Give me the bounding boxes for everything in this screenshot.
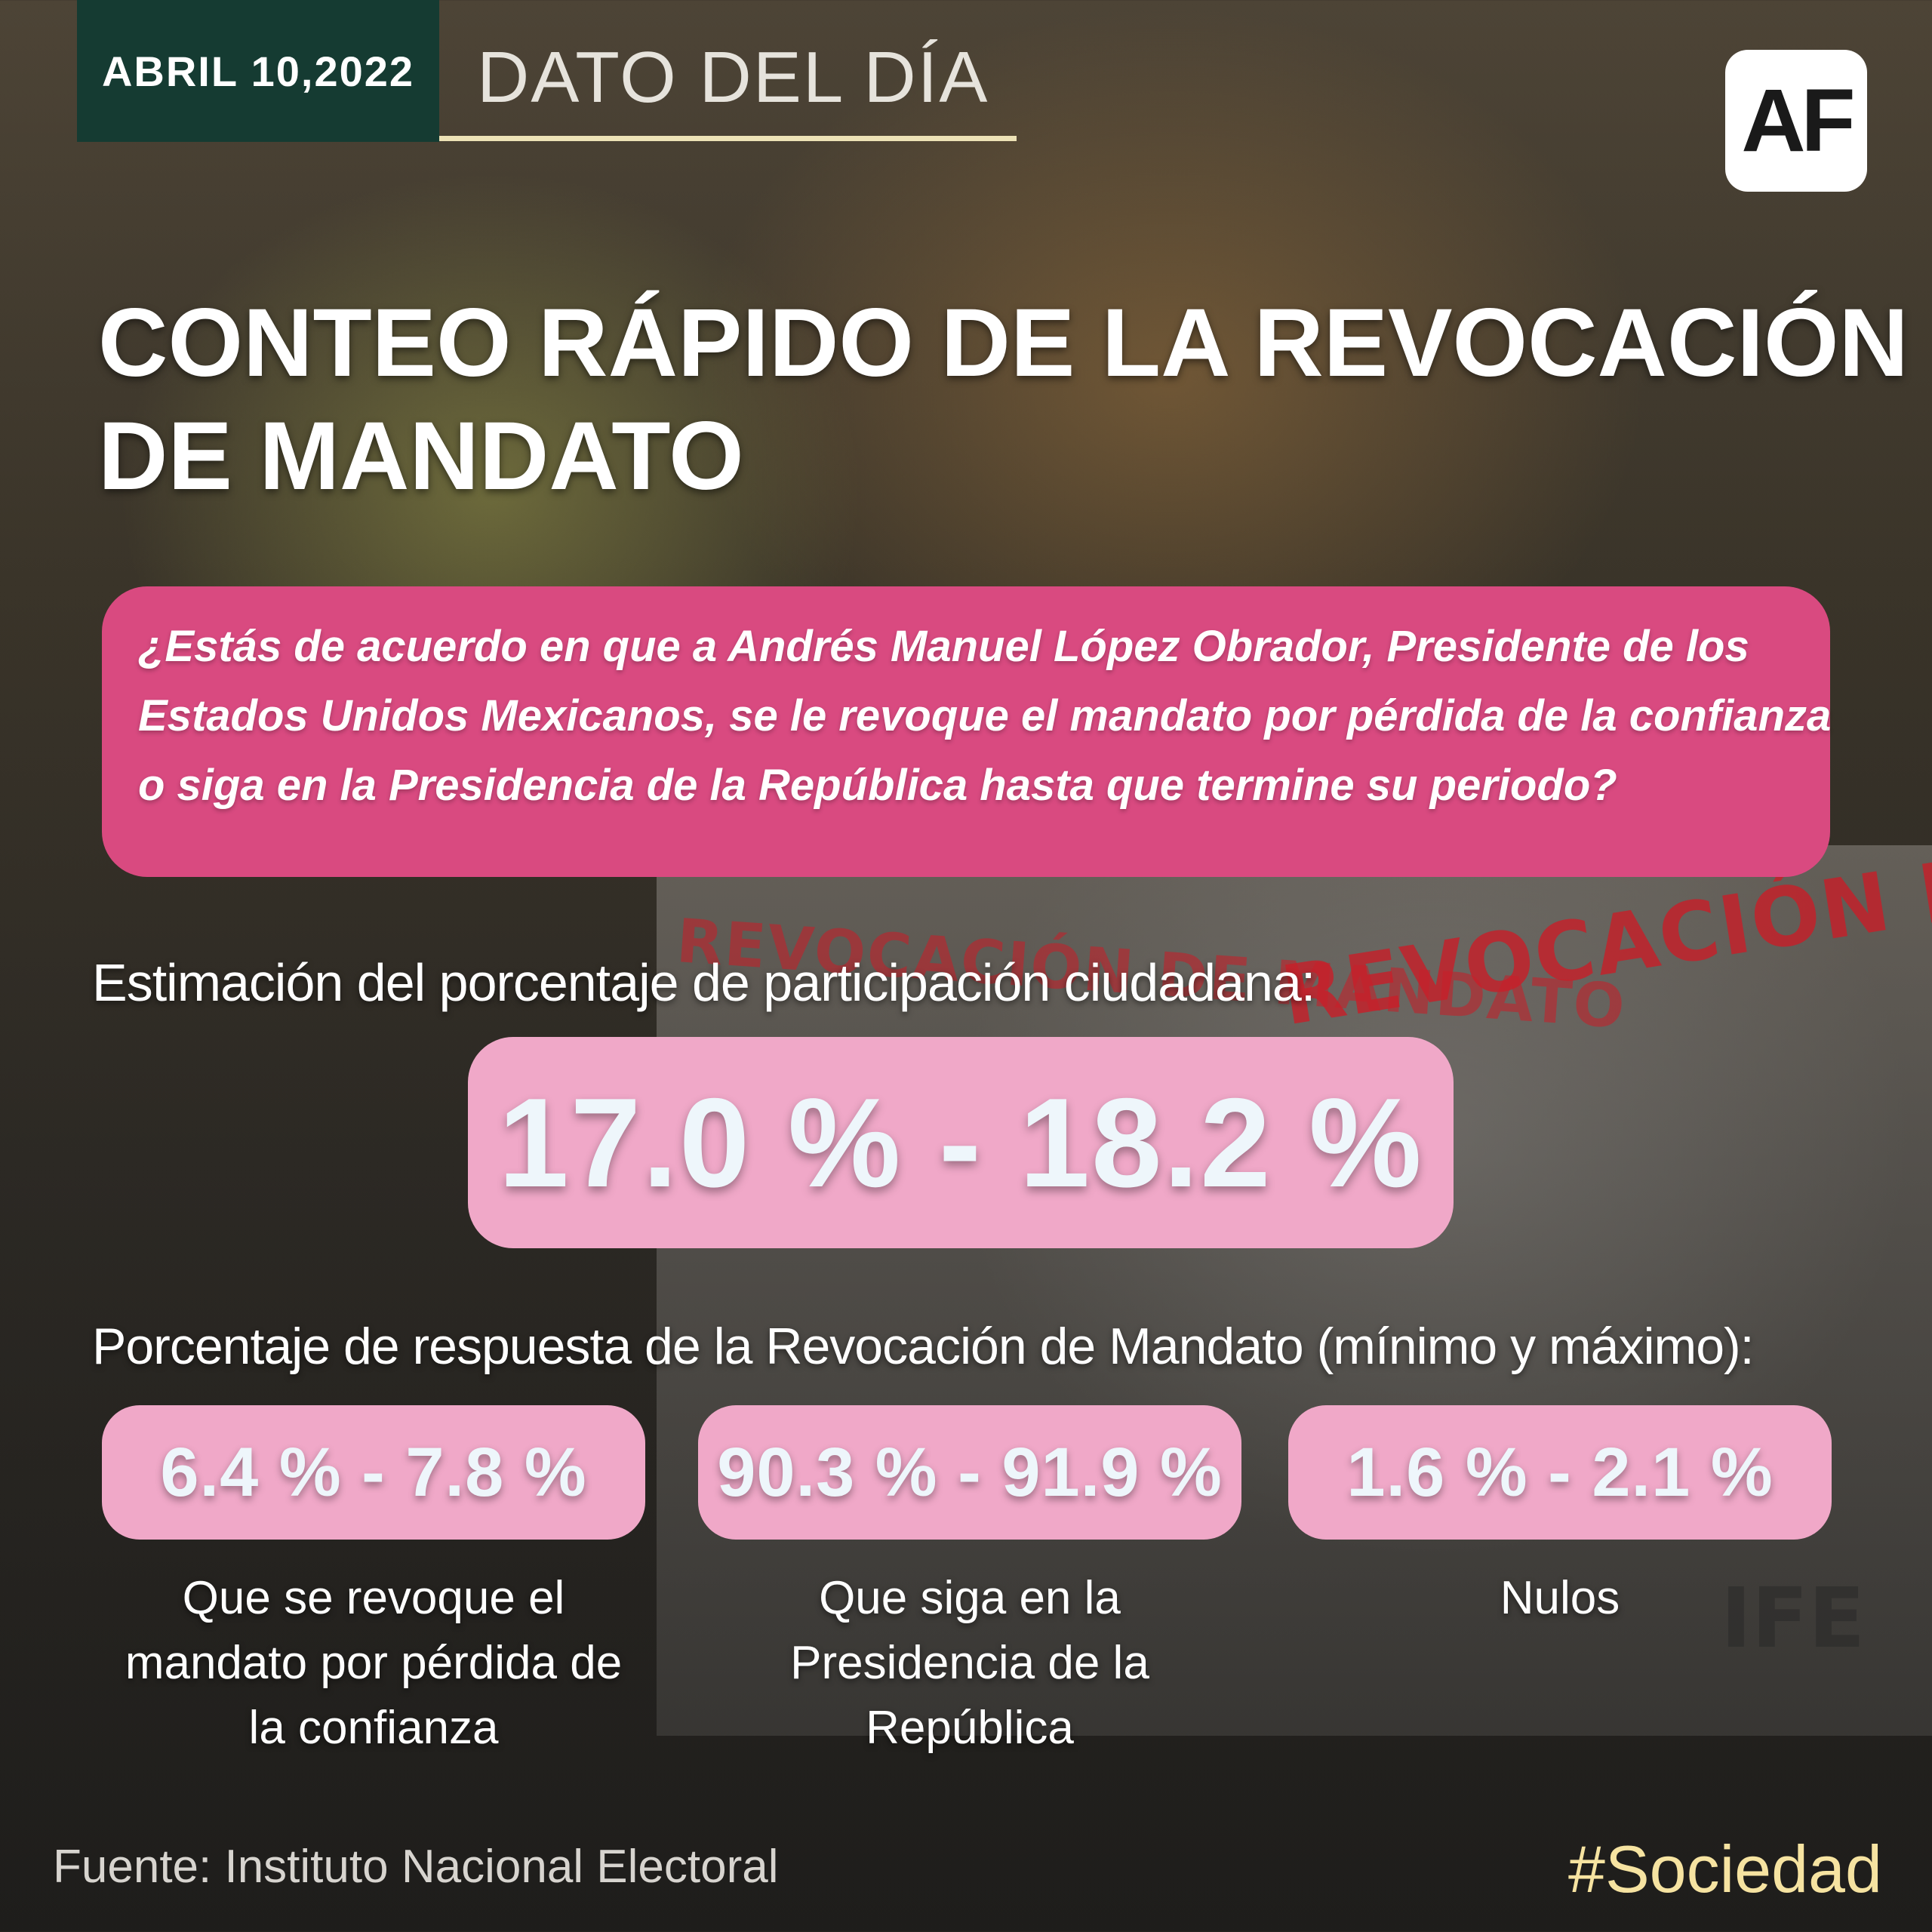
date-text: ABRIL 10,2022 [101,47,415,95]
section-title: DATO DEL DÍA [477,37,989,118]
response-value-revoke: 6.4 % - 7.8 % [160,1433,587,1511]
question-text: ¿Estás de acuerdo en que a Andrés Manuel… [138,612,1832,820]
response-caption-null: Nulos [1288,1566,1832,1631]
caption-line: Que se revoque el [182,1572,565,1624]
response-value-continue: 90.3 % - 91.9 % [717,1433,1223,1511]
page-title: CONTEO RÁPIDO DE LA REVOCACIÓN DE MANDAT… [98,287,1909,513]
caption-line: Nulos [1500,1572,1620,1624]
hashtag: #Sociedad [1568,1832,1882,1906]
page-title-line-1: CONTEO RÁPIDO DE LA REVOCACIÓN [98,289,1909,397]
background-ballot-box [657,845,1932,1736]
response-pill-revoke: 6.4 % - 7.8 % [102,1405,645,1540]
responses-label: Porcentaje de respuesta de la Revocación… [92,1318,1755,1375]
caption-line: mandato por pérdida de [125,1637,623,1689]
source-note: Fuente: Instituto Nacional Electoral [53,1841,779,1893]
caption-line: la confianza [248,1702,499,1754]
section-title-underline [439,136,1017,141]
response-caption-revoke: Que se revoque el mandato por pérdida de… [102,1566,645,1761]
date-badge: ABRIL 10,2022 [77,0,439,142]
caption-line: Presidencia de la [790,1637,1149,1689]
background-ife-mark: IFE [1721,1570,1866,1666]
response-caption-continue: Que siga en la Presidencia de la Repúbli… [698,1566,1241,1761]
question-line-1: ¿Estás de acuerdo en que a Andrés Manuel… [138,622,1749,671]
question-line-3: o siga en la Presidencia de la República… [138,761,1617,810]
participation-pill: 17.0 % - 18.2 % [468,1037,1454,1248]
response-value-null: 1.6 % - 2.1 % [1346,1433,1774,1511]
af-logo: AF [1725,50,1867,192]
question-line-2: Estados Unidos Mexicanos, se le revoque … [138,691,1832,740]
caption-line: Que siga en la [819,1572,1121,1624]
participation-value: 17.0 % - 18.2 % [498,1071,1423,1214]
response-pill-continue: 90.3 % - 91.9 % [698,1405,1241,1540]
page-title-line-2: DE MANDATO [98,402,744,510]
participation-label: Estimación del porcentaje de participaci… [92,953,1315,1012]
question-box: ¿Estás de acuerdo en que a Andrés Manuel… [102,586,1832,877]
response-pill-null: 1.6 % - 2.1 % [1288,1405,1832,1540]
af-logo-text: AF [1741,71,1855,171]
caption-line: República [866,1702,1074,1754]
